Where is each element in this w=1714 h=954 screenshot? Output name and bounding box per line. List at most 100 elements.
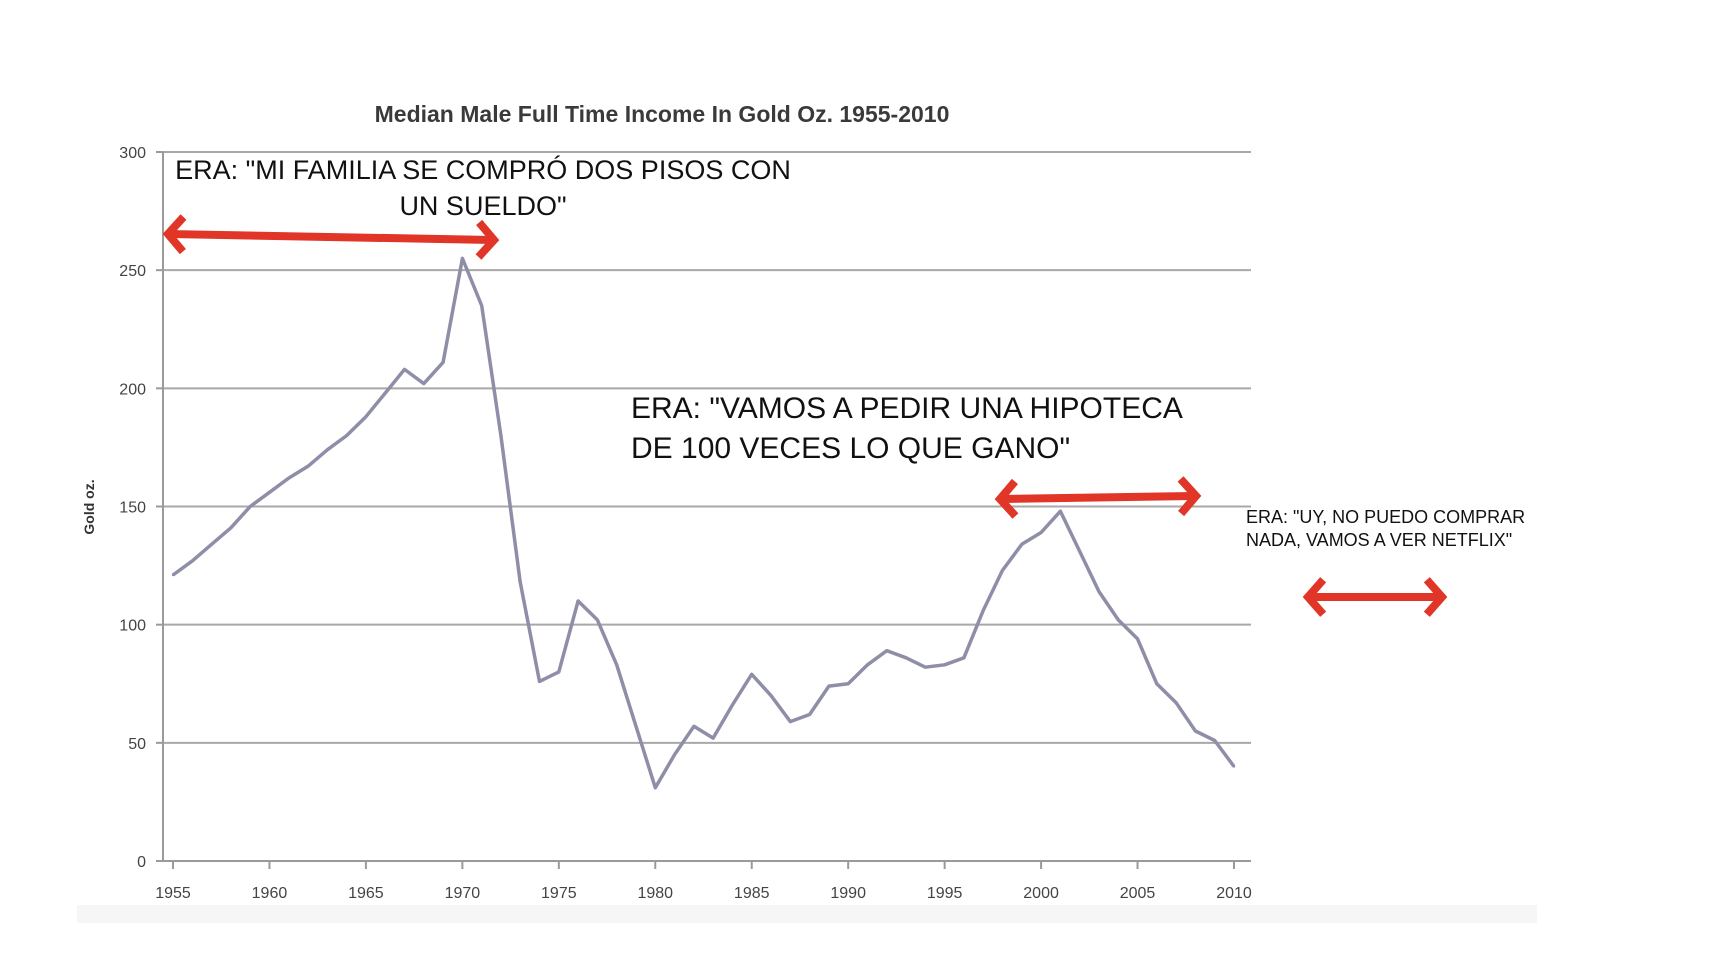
chart-title: Median Male Full Time Income In Gold Oz.… [375, 101, 950, 127]
data-point-1973 [519, 580, 522, 584]
data-point-1967 [403, 368, 406, 371]
data-point-1955 [171, 573, 175, 577]
x-tick-label-1960: 1960 [252, 885, 288, 902]
data-point-1964 [345, 434, 348, 437]
data-point-1994 [924, 666, 927, 669]
era-annotation-2: ERA: "VAMOS A PEDIR UNA HIPOTECA DE 100 … [631, 389, 1183, 469]
data-point-1985 [750, 673, 753, 676]
x-tick-labels: 1955 1960 1965 1970 1975 1980 1985 1990 1995 2000… [155, 861, 1252, 902]
data-point-1988 [808, 713, 811, 716]
arrow-head-left [162, 214, 187, 255]
x-tick-label-1965: 1965 [348, 885, 384, 902]
double-arrow-icon-2 [994, 476, 1202, 519]
x-tick-label-1955: 1955 [155, 885, 191, 902]
data-point-1971 [480, 304, 483, 307]
data-point-1986 [769, 694, 773, 697]
data-point-2010 [1232, 765, 1236, 768]
data-point-2008 [1194, 729, 1197, 733]
series-line-0 [171, 256, 1236, 790]
data-point-1979 [634, 725, 638, 728]
y-tick-label-250: 250 [119, 263, 146, 280]
data-point-1959 [249, 505, 252, 508]
data-point-1999 [1020, 543, 1023, 546]
arrow-head-right [1177, 476, 1202, 517]
double-arrow-icon-3 [1302, 577, 1448, 617]
x-tick-label-2000: 2000 [1023, 885, 1059, 902]
x-tick-label-1995: 1995 [927, 885, 963, 902]
data-point-1989 [827, 684, 831, 688]
series-group [171, 256, 1236, 790]
data-point-2004 [1117, 618, 1120, 622]
data-point-1975 [557, 670, 560, 674]
data-point-1977 [596, 618, 599, 622]
data-point-1987 [789, 720, 792, 723]
axes [162, 152, 1251, 862]
data-point-1976 [576, 599, 580, 603]
y-tick-label-0: 0 [137, 854, 146, 871]
data-point-1957 [210, 543, 213, 546]
arrow-head-right [475, 219, 500, 260]
x-tick-label-1975: 1975 [541, 885, 577, 902]
y-tick-label-200: 200 [119, 381, 146, 398]
data-point-1968 [422, 382, 425, 385]
era-annotation-1-line-2: UN SUELDO" [399, 191, 567, 221]
data-point-2005 [1136, 637, 1139, 640]
arrow-head-right [1423, 577, 1448, 617]
data-point-1970 [461, 257, 464, 260]
era-arrows [162, 214, 1448, 617]
arrow-head-left [1302, 577, 1327, 617]
data-point-1997 [982, 609, 985, 612]
era-annotation-1-line-1: ERA: "MI FAMILIA SE COMPRÓ DOS PISOS CON [175, 155, 791, 185]
x-tick-label-2010: 2010 [1216, 885, 1252, 902]
y-tick-label-300: 300 [119, 145, 146, 162]
x-tick-label-1970: 1970 [445, 885, 481, 902]
data-point-1961 [287, 476, 290, 480]
data-point-1996 [962, 656, 966, 659]
y-axis-label: Gold oz. [81, 479, 97, 534]
double-arrow-icon-1 [162, 214, 500, 260]
bottom-band [77, 905, 1537, 923]
data-point-2000 [1039, 531, 1043, 534]
data-point-1974 [538, 680, 541, 683]
data-point-1995 [943, 663, 946, 666]
era-annotation-3-line-1: ERA: "UY, NO PUEDO COMPRAR [1246, 507, 1526, 527]
data-point-1982 [692, 725, 696, 728]
data-point-1966 [384, 391, 387, 395]
era-annotation-2-line-2: DE 100 VECES LO QUE GANO" [631, 432, 1071, 465]
data-point-1980 [654, 786, 657, 789]
data-point-1958 [229, 526, 233, 529]
data-point-1965 [364, 415, 368, 418]
data-point-2001 [1059, 510, 1062, 513]
data-point-1993 [904, 656, 908, 659]
data-point-1981 [673, 753, 676, 756]
arrow-head-left [994, 478, 1019, 519]
data-point-1983 [711, 736, 715, 740]
data-point-1969 [441, 361, 445, 364]
data-point-1963 [326, 448, 329, 451]
y-tick-label-50: 50 [128, 736, 146, 753]
era-annotation-1: ERA: "MI FAMILIA SE COMPRÓ DOS PISOS CON… [163, 152, 803, 224]
arrow-shaft [169, 230, 493, 244]
x-tick-label-1980: 1980 [637, 885, 673, 902]
data-point-1978 [615, 663, 618, 666]
data-point-2007 [1174, 701, 1178, 704]
data-point-1984 [731, 703, 734, 707]
data-point-2009 [1213, 739, 1216, 742]
y-tick-label-150: 150 [119, 500, 146, 517]
data-point-1972 [499, 434, 503, 437]
era-annotation-3: ERA: "UY, NO PUEDO COMPRAR NADA, VAMOS A… [1246, 506, 1525, 552]
data-point-1992 [885, 649, 888, 652]
data-point-2002 [1078, 550, 1081, 553]
arrow-shaft [1001, 492, 1195, 503]
data-point-2006 [1155, 682, 1159, 685]
data-point-1990 [847, 682, 850, 685]
x-tick-label-1990: 1990 [830, 885, 866, 902]
y-tick-label-100: 100 [119, 618, 146, 635]
era-annotation-3-line-2: NADA, VAMOS A VER NETFLIX" [1246, 530, 1513, 550]
x-tick-label-1985: 1985 [734, 885, 770, 902]
x-tick-label-2005: 2005 [1120, 885, 1156, 902]
y-tick-labels: 0 50 100 150 200 250 300 [119, 145, 163, 871]
grid-lines [163, 151, 1251, 744]
data-point-1991 [866, 663, 869, 666]
